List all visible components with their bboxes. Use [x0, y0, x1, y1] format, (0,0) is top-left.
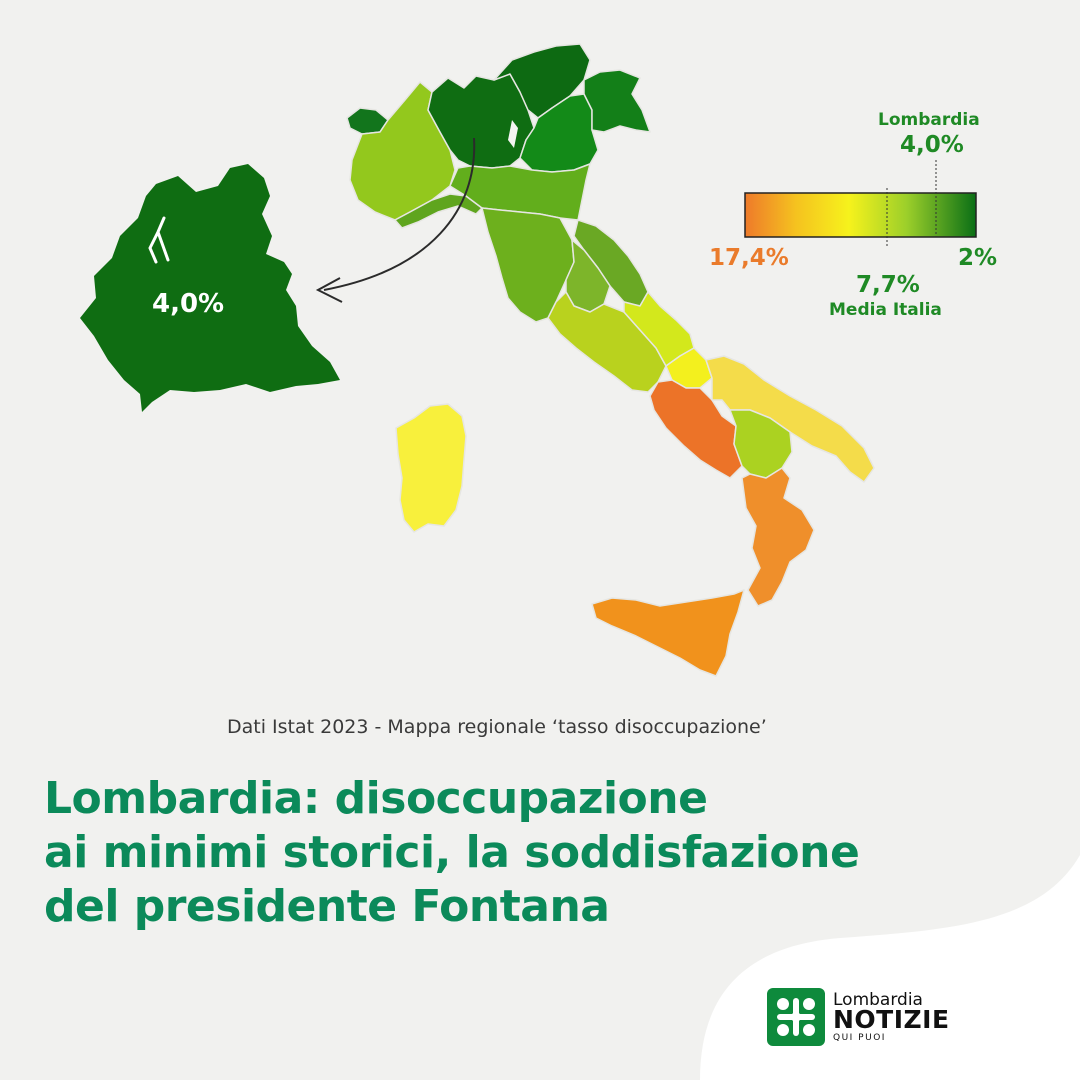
logo-name: Lombardia: [833, 990, 923, 1010]
legend: [744, 160, 977, 248]
map-caption: Dati Istat 2023 - Mappa regionale ‘tasso…: [227, 716, 767, 738]
region-friuli: [583, 69, 651, 133]
legend-gradient-bar: [744, 192, 977, 238]
arrow-head-icon: [315, 277, 343, 303]
lombardia-inset: 4,0%: [80, 164, 340, 412]
headline: Lombardia: disoccupazione ai minimi stor…: [44, 772, 1044, 934]
logo-brand: NOTIZIE: [833, 1005, 950, 1034]
lombardia-inset-shape: [80, 164, 340, 412]
headline-line-2: ai minimi storici, la soddisfazione: [44, 827, 860, 878]
region-veneto: [519, 93, 599, 173]
logo-mark: [767, 988, 825, 1046]
legend-max-label: 17,4%: [709, 245, 789, 271]
headline-line-3: del presidente Fontana: [44, 881, 610, 932]
lake-garda: [508, 120, 518, 148]
legend-region-label: Lombardia: [878, 110, 980, 130]
rosa-camuna-icon: [777, 998, 815, 1036]
inset-lake: [148, 216, 170, 264]
region-liguria: [394, 193, 483, 229]
legend-avg-label: Media Italia: [829, 300, 942, 320]
inset-value: 4,0%: [152, 289, 224, 319]
brand-logo: Lombardia NOTIZIE QUI PUOI: [767, 988, 967, 1048]
callout-arrow: [323, 137, 476, 291]
region-calabria: [741, 467, 815, 607]
italy-map: [346, 43, 875, 677]
legend-region-value: 4,0%: [900, 132, 964, 158]
headline-line-1: Lombardia: disoccupazione: [44, 773, 708, 824]
legend-avg-value: 7,7%: [856, 272, 920, 298]
region-sicilia: [591, 589, 745, 677]
region-sardegna: [395, 403, 467, 533]
legend-min-label: 2%: [958, 245, 998, 271]
region-trentino: [493, 43, 591, 119]
logo-tagline: QUI PUOI: [833, 1033, 886, 1043]
